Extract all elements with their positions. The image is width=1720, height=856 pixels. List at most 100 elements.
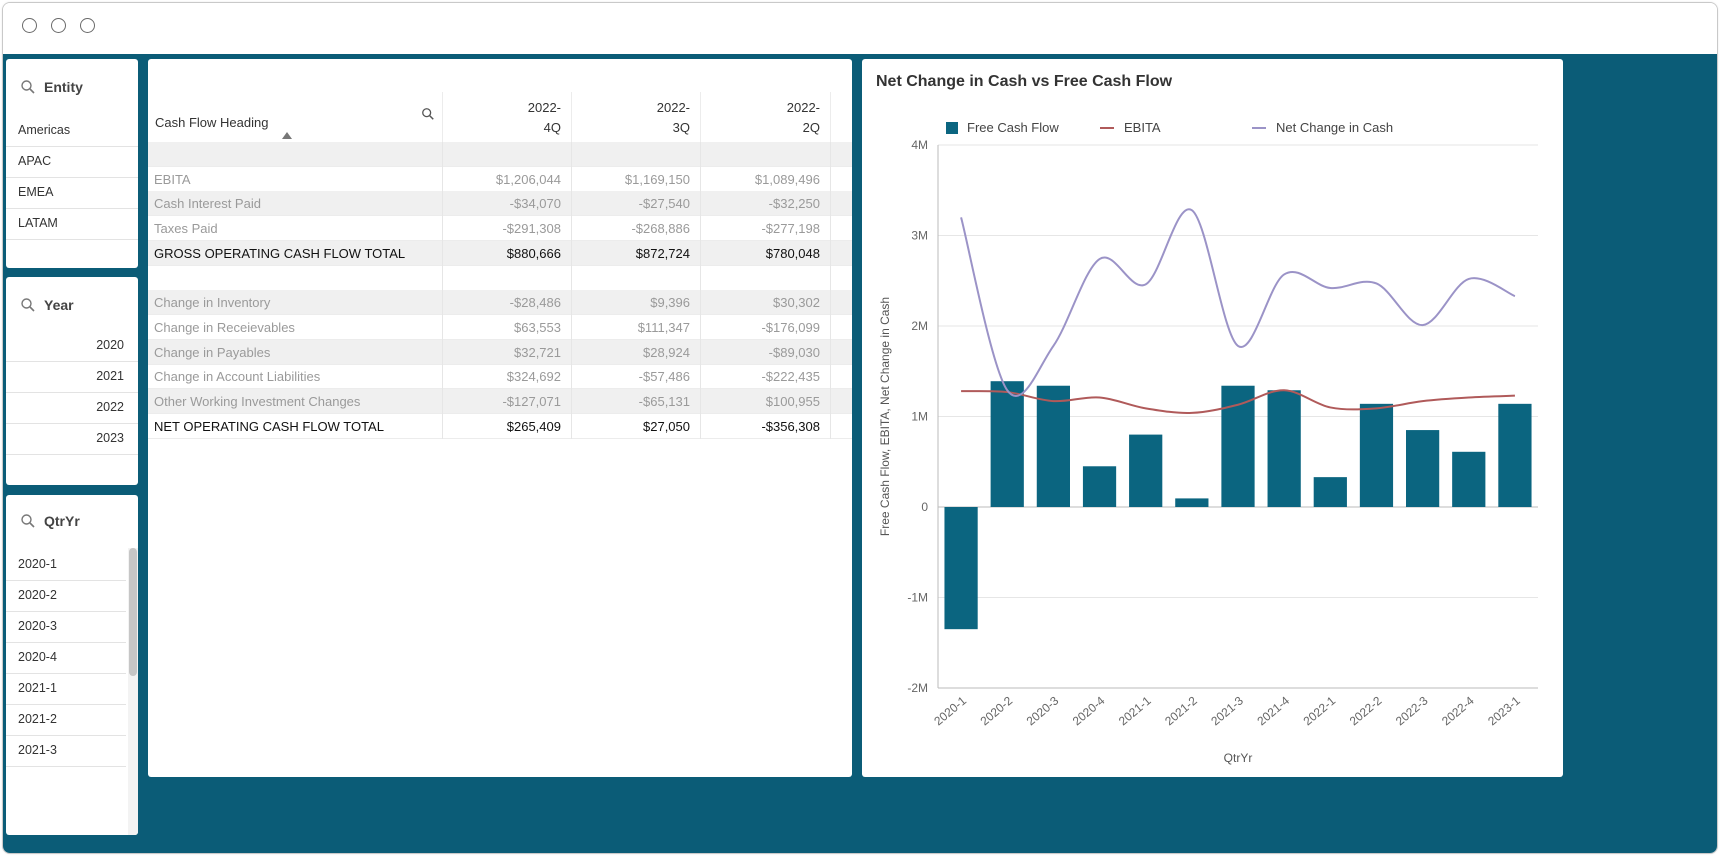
table-row[interactable]: Change in Account Liabilities $324,692 -$5… xyxy=(148,364,852,390)
bar-free-cash-flow[interactable] xyxy=(1129,434,1163,507)
legend-free-cash-flow[interactable]: Free Cash Flow xyxy=(946,120,1059,135)
x-tick-label: 2020-4 xyxy=(1070,693,1108,728)
column-header-2022-4q[interactable]: 2022- 4Q xyxy=(442,92,571,142)
bar-free-cash-flow[interactable] xyxy=(1036,385,1070,507)
bar-free-cash-flow[interactable] xyxy=(1498,403,1532,507)
table-row[interactable]: Cash Interest Paid -$34,070 -$27,540 -$32,2… xyxy=(148,191,852,217)
year-item-2021[interactable]: 2021 xyxy=(6,360,138,393)
column-header-2022-3q[interactable]: 2022- 3Q xyxy=(571,92,700,142)
qtryr-item[interactable]: 2020-1 xyxy=(6,548,126,581)
row-value: $1,169,150 xyxy=(571,166,700,192)
table-row[interactable]: GROSS OPERATING CASH FLOW TOTAL $880,666 $… xyxy=(148,240,852,266)
bar-free-cash-flow[interactable] xyxy=(990,381,1024,507)
table-row[interactable]: Change in Inventory -$28,486 $9,396 $30,302 xyxy=(148,290,852,316)
table-row[interactable]: Change in Payables $32,721 $28,924 -$89,030 xyxy=(148,339,852,365)
row-overflow-cell xyxy=(830,314,852,340)
qtryr-item[interactable]: 2021-2 xyxy=(6,703,126,736)
column-header-line2: 3Q xyxy=(672,120,690,135)
row-value: $63,553 xyxy=(442,314,571,340)
column-header-2022-2q[interactable]: 2022- 2Q xyxy=(700,92,830,142)
table-header-row: Cash Flow Heading 2022- 4Q xyxy=(148,92,852,143)
row-overflow-cell xyxy=(830,142,852,167)
row-value: -$291,308 xyxy=(442,216,571,242)
year-item-2020[interactable]: 2020 xyxy=(6,329,138,362)
row-label: Change in Receievables xyxy=(154,319,295,335)
year-filter-title: Year xyxy=(44,296,74,313)
search-icon xyxy=(21,297,35,312)
column-header-label: Cash Flow Heading xyxy=(155,115,269,130)
entity-filter-header[interactable]: Entity xyxy=(6,59,138,114)
table-row[interactable]: Change in Receievables $63,553 $111,347 -$1… xyxy=(148,314,852,340)
search-icon xyxy=(21,514,35,528)
qtryr-item[interactable]: 2021-3 xyxy=(6,734,126,767)
row-value: -$89,030 xyxy=(700,339,830,365)
bar-free-cash-flow[interactable] xyxy=(1359,403,1394,507)
row-value: $780,048 xyxy=(700,240,830,266)
row-value: -$32,250 xyxy=(700,191,830,217)
y-tick-label: 1M xyxy=(911,410,928,424)
column-header-overflow xyxy=(830,92,852,142)
x-tick-label: 2022-2 xyxy=(1347,693,1385,728)
year-item-2022[interactable]: 2022 xyxy=(6,391,138,424)
line-net-change-in-cash xyxy=(960,208,1516,397)
entity-item-emea[interactable]: EMEA xyxy=(6,176,138,209)
qtryr-item[interactable]: 2020-4 xyxy=(6,641,126,674)
window-minimize-button[interactable] xyxy=(51,18,66,33)
x-tick-label: 2020-1 xyxy=(931,693,969,728)
legend-ebita[interactable]: EBITA xyxy=(1100,120,1161,135)
x-tick-label: 2020-2 xyxy=(978,693,1016,728)
row-value: $100,955 xyxy=(700,389,830,414)
qtryr-item[interactable]: 2020-3 xyxy=(6,610,126,643)
qtryr-item[interactable]: 2021-1 xyxy=(6,672,126,705)
y-tick-label: -1M xyxy=(907,591,928,605)
table-row[interactable]: NET OPERATING CASH FLOW TOTAL $265,409 $27… xyxy=(148,413,852,439)
legend-swatch xyxy=(1252,126,1266,129)
table-row[interactable] xyxy=(148,142,852,167)
row-overflow-cell xyxy=(830,166,852,192)
chart-title: Net Change in Cash vs Free Cash Flow xyxy=(876,73,1173,90)
bar-free-cash-flow[interactable] xyxy=(1082,466,1117,507)
x-tick-label: 2021-1 xyxy=(1116,693,1154,728)
bar-free-cash-flow[interactable] xyxy=(1221,385,1255,507)
window-maximize-button[interactable] xyxy=(80,18,95,33)
bar-free-cash-flow[interactable] xyxy=(1267,390,1301,507)
y-tick-label: -2M xyxy=(907,681,928,695)
search-icon[interactable] xyxy=(421,107,435,121)
column-header-line2: 2Q xyxy=(802,120,820,135)
window-close-button[interactable] xyxy=(22,18,37,33)
entity-item-latam[interactable]: LATAM xyxy=(6,207,138,240)
qtryr-filter-header[interactable]: QtrYr xyxy=(6,495,138,547)
row-value: -$57,486 xyxy=(571,364,700,390)
entity-item-americas[interactable]: Americas xyxy=(6,114,138,147)
cash-flow-table-panel: Cash Flow Heading 2022- 4Q xyxy=(148,59,852,777)
row-label xyxy=(148,266,442,291)
column-header-heading[interactable]: Cash Flow Heading xyxy=(148,92,442,142)
year-filter-header[interactable]: Year xyxy=(6,277,138,332)
table-row[interactable]: Taxes Paid -$291,308 -$268,886 -$277,198 xyxy=(148,216,852,242)
row-label: Cash Interest Paid xyxy=(154,196,261,212)
qtryr-item[interactable]: 2020-2 xyxy=(6,579,126,612)
legend-swatch xyxy=(946,121,958,134)
row-value xyxy=(442,265,571,291)
x-tick-label: 2020-3 xyxy=(1024,693,1062,728)
bar-free-cash-flow[interactable] xyxy=(1452,451,1486,507)
bar-free-cash-flow[interactable] xyxy=(1313,477,1347,507)
qtryr-scroll-track[interactable] xyxy=(128,548,138,835)
row-value: $1,206,044 xyxy=(442,166,571,192)
legend-net-change-in-cash[interactable]: Net Change in Cash xyxy=(1252,120,1393,135)
row-value: $30,302 xyxy=(700,290,830,316)
table-row[interactable]: Other Working Investment Changes -$127,07… xyxy=(148,389,852,414)
legend-swatch xyxy=(1100,126,1114,129)
row-overflow-cell xyxy=(830,240,852,266)
table-row[interactable]: EBITA $1,206,044 $1,169,150 $1,089,496 xyxy=(148,166,852,192)
year-item-2023[interactable]: 2023 xyxy=(6,422,138,455)
table-row[interactable] xyxy=(148,265,852,291)
bar-free-cash-flow[interactable] xyxy=(1175,498,1209,507)
bar-free-cash-flow[interactable] xyxy=(1406,430,1440,507)
bar-free-cash-flow[interactable] xyxy=(944,507,978,630)
row-overflow-cell xyxy=(830,216,852,242)
qtryr-scrollbar-thumb[interactable] xyxy=(129,548,137,676)
entity-item-apac[interactable]: APAC xyxy=(6,145,138,178)
x-tick-label: 2021-2 xyxy=(1162,693,1200,728)
